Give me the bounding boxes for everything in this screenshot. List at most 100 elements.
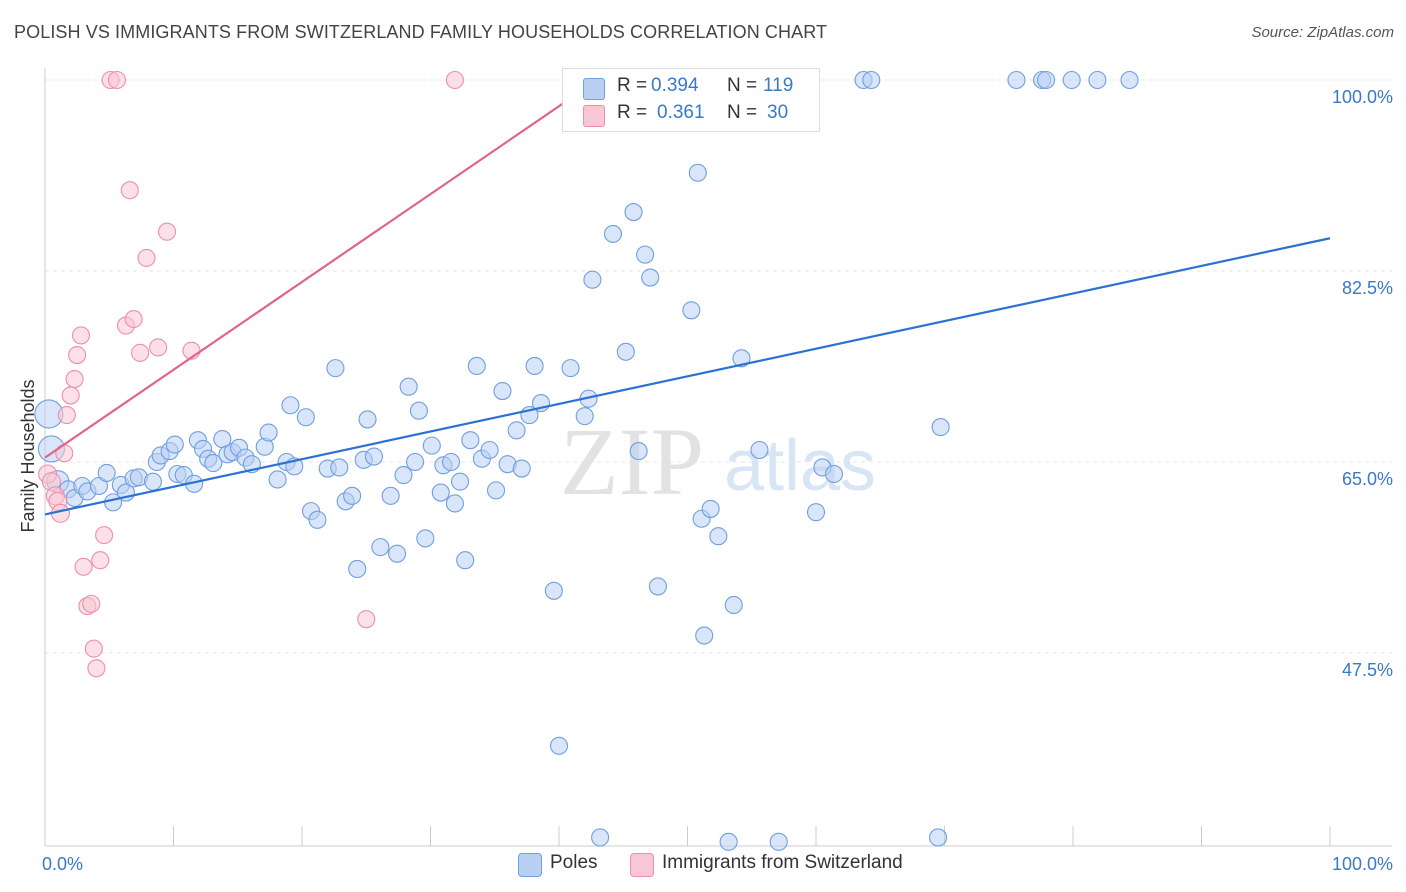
pole-point bbox=[406, 452, 425, 472]
swiss-legend-swatch bbox=[630, 853, 654, 877]
swiss-point bbox=[120, 181, 139, 200]
pole-point bbox=[281, 396, 300, 415]
pole-point bbox=[862, 70, 881, 90]
pole-point bbox=[296, 408, 315, 427]
pole-point bbox=[682, 301, 701, 320]
pole-point bbox=[431, 483, 450, 502]
legend-r-value: 0.361 bbox=[657, 102, 705, 123]
swiss-point bbox=[71, 326, 91, 345]
y-tick-label: 65.0% bbox=[1342, 469, 1393, 489]
swiss-point bbox=[137, 248, 156, 267]
swiss-point bbox=[84, 639, 103, 658]
pole-point bbox=[493, 382, 512, 401]
pole-point bbox=[399, 377, 418, 396]
legend-n-value: 119 bbox=[763, 75, 794, 96]
swiss-trendline bbox=[44, 100, 567, 459]
pole-point bbox=[308, 510, 327, 529]
pole-point bbox=[806, 503, 826, 522]
swiss-point bbox=[61, 386, 80, 405]
y-tick-label: 100.0% bbox=[1332, 87, 1393, 107]
pole-point bbox=[629, 442, 648, 461]
pole-point bbox=[688, 163, 707, 182]
pole-point bbox=[268, 470, 287, 489]
pole-point bbox=[259, 423, 278, 442]
correlation-legend: R = 0.394 N = 119 R = 0.361 N = 30 bbox=[562, 68, 820, 132]
swiss-point bbox=[82, 594, 101, 613]
trendlines bbox=[44, 100, 1331, 516]
poles-legend-swatch bbox=[518, 853, 542, 877]
pole-point bbox=[701, 499, 720, 518]
watermark-atlas: atlas bbox=[724, 426, 876, 506]
swiss-point bbox=[57, 406, 76, 425]
pole-point bbox=[330, 458, 349, 477]
pole-point bbox=[824, 464, 844, 484]
pole-point bbox=[1007, 70, 1026, 90]
pole-point bbox=[648, 577, 667, 596]
y-tick-label: 82.5% bbox=[1342, 278, 1393, 298]
pole-point bbox=[343, 486, 362, 505]
pole-point bbox=[512, 459, 531, 478]
pole-point bbox=[165, 435, 184, 454]
swiss-point bbox=[357, 610, 376, 629]
swiss-point bbox=[107, 70, 127, 90]
pole-point bbox=[442, 452, 461, 472]
pole-point bbox=[143, 472, 162, 491]
pole-point bbox=[451, 472, 470, 491]
swiss-point bbox=[68, 345, 87, 365]
pole-point bbox=[507, 421, 526, 440]
pole-point bbox=[624, 203, 643, 222]
x-tick-label-max: 100.0% bbox=[1332, 854, 1393, 874]
pole-point bbox=[364, 447, 384, 466]
pole-point bbox=[750, 440, 769, 460]
legend-n-label: N = bbox=[727, 102, 758, 123]
pole-point bbox=[445, 494, 464, 513]
pole-point bbox=[583, 270, 602, 289]
swiss-point bbox=[131, 343, 150, 362]
pole-point bbox=[636, 245, 655, 264]
pole-point bbox=[709, 527, 728, 546]
gridlines bbox=[45, 79, 1392, 654]
chart-title: POLISH VS IMMIGRANTS FROM SWITZERLAND FA… bbox=[14, 22, 828, 42]
swiss-legend-label: Immigrants from Switzerland bbox=[662, 852, 903, 873]
pole-point bbox=[1036, 70, 1056, 90]
x-tick-label-min: 0.0% bbox=[42, 854, 83, 874]
pole-point bbox=[381, 486, 400, 505]
pole-point bbox=[544, 581, 563, 600]
pole-point bbox=[929, 828, 948, 847]
pole-point bbox=[561, 359, 580, 378]
pole-point bbox=[724, 595, 743, 615]
pole-point bbox=[467, 356, 486, 376]
pole-point bbox=[348, 559, 367, 579]
swiss-point bbox=[445, 70, 464, 90]
pole-point bbox=[358, 410, 377, 429]
pole-point bbox=[388, 544, 407, 563]
y-axis-label: Family Households bbox=[18, 379, 38, 532]
watermark: ZIP atlas bbox=[560, 408, 876, 515]
y-tick-label: 47.5% bbox=[1342, 660, 1393, 680]
watermark-zip: ZIP bbox=[560, 408, 704, 515]
swiss-point bbox=[95, 526, 114, 545]
pole-point bbox=[394, 466, 413, 485]
pole-point bbox=[603, 224, 623, 243]
pole-point bbox=[97, 463, 116, 482]
swiss-points bbox=[38, 70, 464, 678]
pole-point bbox=[1120, 70, 1139, 90]
pole-point bbox=[1062, 70, 1081, 90]
swiss-swatch bbox=[583, 105, 605, 127]
pole-point bbox=[204, 454, 223, 473]
swiss-point bbox=[91, 551, 110, 570]
pole-point bbox=[616, 342, 635, 361]
swiss-point bbox=[124, 309, 143, 329]
legend-n-value: 30 bbox=[767, 102, 789, 123]
swiss-point bbox=[74, 557, 93, 576]
legend-r-label: R = bbox=[617, 75, 648, 96]
pole-point bbox=[416, 529, 435, 548]
poles-trendline bbox=[44, 237, 1331, 516]
pole-point bbox=[461, 431, 480, 450]
pole-point bbox=[641, 268, 660, 287]
pole-point bbox=[695, 626, 714, 645]
legend-r-value: 0.394 bbox=[651, 75, 699, 96]
swiss-point bbox=[65, 370, 84, 389]
source-credit: Source: ZipAtlas.com bbox=[1251, 24, 1394, 41]
